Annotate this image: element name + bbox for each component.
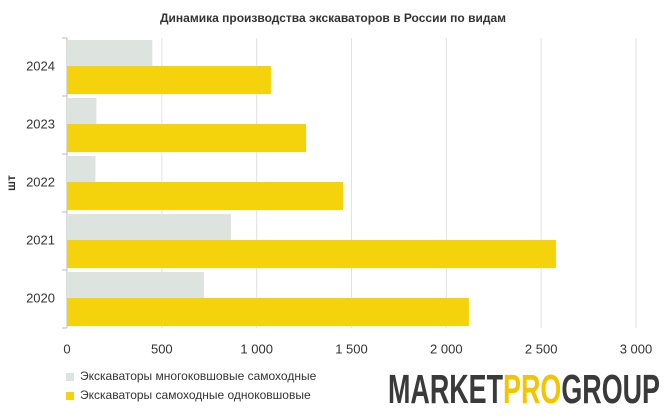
x-tick-label: 3 000	[620, 341, 653, 356]
chart-title: Динамика производства экскаваторов в Рос…	[160, 11, 506, 25]
bar	[67, 124, 306, 152]
x-tick-label: 1 000	[240, 341, 273, 356]
y-tick-label: 2024	[26, 58, 55, 73]
y-tick-label: 2023	[26, 116, 55, 131]
y-tick-label: 2022	[26, 174, 55, 189]
x-tick-label: 0	[63, 341, 70, 356]
bar	[67, 298, 469, 326]
bar	[67, 214, 232, 241]
x-tick-label: 2 500	[525, 341, 558, 356]
bar	[67, 66, 271, 94]
logo-part: GROUP	[561, 366, 660, 412]
logo-part: MARKET	[388, 366, 503, 412]
bar	[67, 272, 204, 299]
bar	[67, 156, 96, 183]
x-tick-label: 1 500	[335, 341, 368, 356]
legend-swatch	[66, 392, 74, 400]
logo-part: PRO	[503, 366, 561, 412]
y-axis-label: шт	[4, 175, 18, 191]
bar	[67, 240, 556, 268]
bar	[67, 182, 343, 210]
y-tick-label: 2020	[26, 290, 55, 305]
logo: MARKETPROGROUP	[388, 366, 660, 412]
bar	[67, 98, 97, 125]
legend-label: Экскаваторы многоковшовые самоходные	[80, 369, 317, 383]
x-tick-label: 2 000	[430, 341, 463, 356]
legend-swatch	[66, 373, 74, 381]
bar	[67, 40, 153, 67]
legend-label: Экскаваторы самоходные одноковшовые	[80, 388, 311, 402]
y-tick-label: 2021	[26, 232, 55, 247]
x-tick-label: 500	[151, 341, 173, 356]
